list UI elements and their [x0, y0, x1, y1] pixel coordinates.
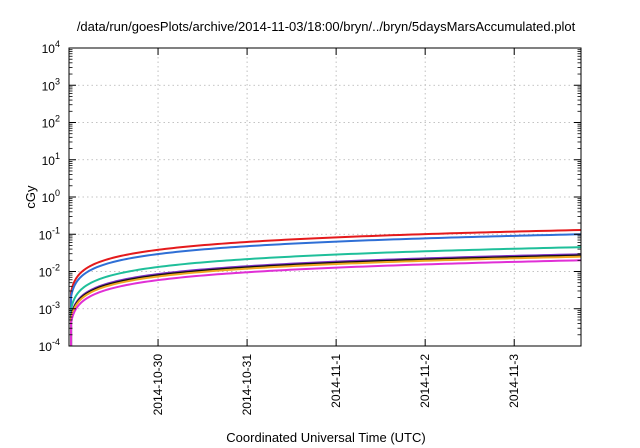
y-tick-label: 10-2	[39, 263, 60, 280]
y-tick-label: 104	[42, 39, 60, 56]
series-group	[70, 229, 582, 346]
series-line-6	[70, 255, 582, 346]
y-axis-label: cGy	[23, 185, 38, 209]
series-line-2	[70, 233, 582, 346]
x-axis-label: Coordinated Universal Time (UTC)	[226, 430, 425, 445]
x-tick-label: 2014-10-31	[240, 354, 254, 416]
y-axis: 10-4 10-3 10-2 10-1 100 101 102 103 104	[39, 39, 581, 354]
y-tick-label: 102	[42, 114, 60, 131]
x-axis: 2014-10-30 2014-10-31 2014-11-1 2014-11-2 20…	[151, 48, 521, 415]
y-tick-label: 10-3	[39, 300, 60, 317]
x-tick-label: 2014-11-1	[329, 354, 343, 408]
x-tick-label: 2014-11-3	[507, 354, 521, 408]
series-line-4	[70, 253, 582, 346]
x-tick-label: 2014-10-30	[151, 354, 165, 416]
y-tick-label: 10-4	[39, 337, 60, 354]
series-line-1	[70, 229, 582, 346]
x-tick-label: 2014-11-2	[418, 354, 432, 408]
y-tick-label: 10-1	[39, 225, 60, 242]
y-tick-label: 100	[42, 188, 60, 205]
y-tick-label: 103	[42, 76, 60, 93]
chart-title: /data/run/goesPlots/archive/2014-11-03/1…	[77, 19, 576, 34]
grid	[69, 48, 581, 346]
y-tick-label: 101	[42, 151, 60, 168]
series-line-7	[70, 259, 582, 346]
series-line-3	[70, 246, 582, 346]
series-line-5	[70, 254, 582, 346]
